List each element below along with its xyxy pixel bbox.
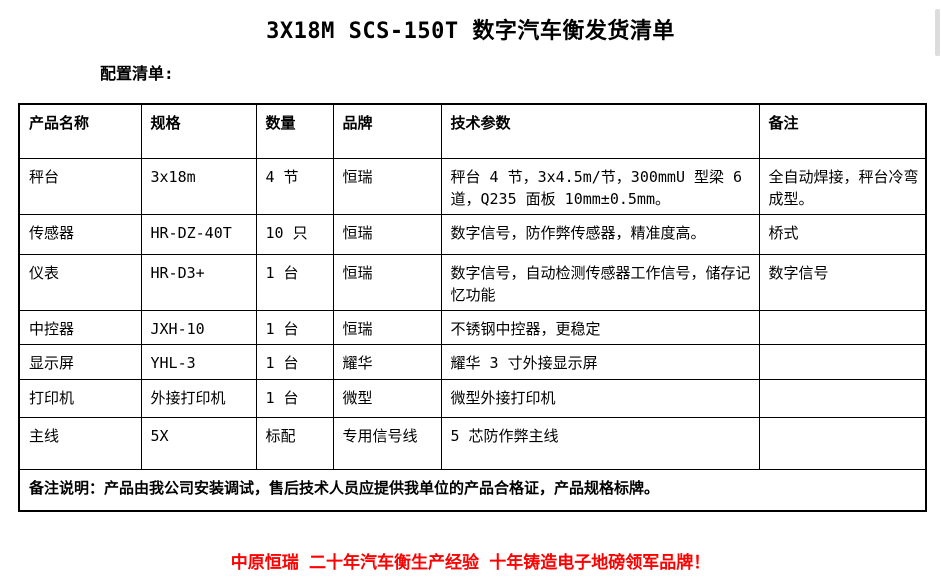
config-table: 产品名称 规格 数量 品牌 技术参数 备注 秤台 3x18m 4 节 恒瑞 秤台…	[18, 103, 927, 512]
table-cell-spec: JXH-10	[140, 309, 257, 345]
table-cell-remarks	[758, 343, 927, 380]
table-cell-tech-params: 耀华 3 寸外接显示屏	[440, 343, 760, 380]
col-header-product-name: 产品名称	[18, 103, 142, 159]
table-cell-remarks: 数字信号	[758, 253, 927, 311]
table-cell-tech-params: 不锈钢中控器，更稳定	[440, 309, 760, 345]
table-cell-remarks	[758, 378, 927, 418]
table-row: 仪表 HR-D3+ 1 台 恒瑞 数字信号，自动检测传感器工作信号，储存记忆功能…	[18, 253, 927, 311]
table-cell-brand: 恒瑞	[332, 213, 442, 255]
table-cell-tech-params: 5 芯防作弊主线	[440, 416, 760, 470]
table-cell-product-name: 仪表	[18, 253, 142, 311]
table-cell-brand: 恒瑞	[332, 253, 442, 311]
table-cell-quantity: 1 台	[255, 309, 334, 345]
table-cell-quantity: 1 台	[255, 378, 334, 418]
table-cell-product-name: 中控器	[18, 309, 142, 345]
table-cell-quantity: 标配	[255, 416, 334, 470]
table-cell-quantity: 10 只	[255, 213, 334, 255]
table-cell-spec: 5X	[140, 416, 257, 470]
col-header-spec: 规格	[140, 103, 257, 159]
table-cell-spec: 3x18m	[140, 157, 257, 215]
table-cell-brand: 微型	[332, 378, 442, 418]
vertical-scrollbar[interactable]	[934, 0, 941, 586]
table-cell-brand: 专用信号线	[332, 416, 442, 470]
table-cell-brand: 恒瑞	[332, 309, 442, 345]
table-cell-product-name: 传感器	[18, 213, 142, 255]
table-header-row: 产品名称 规格 数量 品牌 技术参数 备注	[18, 103, 927, 159]
col-header-tech-params: 技术参数	[440, 103, 760, 159]
table-cell-product-name: 显示屏	[18, 343, 142, 380]
table-row: 传感器 HR-DZ-40T 10 只 恒瑞 数字信号，防作弊传感器，精准度高。 …	[18, 213, 927, 255]
table-cell-quantity: 4 节	[255, 157, 334, 215]
table-cell-spec: HR-D3+	[140, 253, 257, 311]
col-header-brand: 品牌	[332, 103, 442, 159]
table-cell-remarks	[758, 309, 927, 345]
table-row: 打印机 外接打印机 1 台 微型 微型外接打印机	[18, 378, 927, 418]
config-list-label: 配置清单:	[100, 64, 174, 83]
table-cell-remarks: 全自动焊接，秤台冷弯成型。	[758, 157, 927, 215]
table-cell-product-name: 主线	[18, 416, 142, 470]
table-cell-spec: 外接打印机	[140, 378, 257, 418]
table-cell-tech-params: 秤台 4 节，3x4.5m/节，300mmU 型梁 6 道，Q235 面板 10…	[440, 157, 760, 215]
table-cell-tech-params: 微型外接打印机	[440, 378, 760, 418]
table-row: 秤台 3x18m 4 节 恒瑞 秤台 4 节，3x4.5m/节，300mmU 型…	[18, 157, 927, 215]
col-header-quantity: 数量	[255, 103, 334, 159]
table-cell-quantity: 1 台	[255, 253, 334, 311]
col-header-remarks: 备注	[758, 103, 927, 159]
table-cell-remarks: 桥式	[758, 213, 927, 255]
table-cell-brand: 恒瑞	[332, 157, 442, 215]
table-row: 显示屏 YHL-3 1 台 耀华 耀华 3 寸外接显示屏	[18, 343, 927, 380]
table-cell-tech-params: 数字信号，防作弊传感器，精准度高。	[440, 213, 760, 255]
table-cell-spec: HR-DZ-40T	[140, 213, 257, 255]
table-cell-brand: 耀华	[332, 343, 442, 380]
page-title: 3X18M SCS-150T 数字汽车衡发货清单	[266, 19, 675, 44]
table-row: 中控器 JXH-10 1 台 恒瑞 不锈钢中控器，更稳定	[18, 309, 927, 345]
table-row: 主线 5X 标配 专用信号线 5 芯防作弊主线	[18, 416, 927, 470]
scrollbar-thumb[interactable]	[935, 9, 940, 56]
table-cell-quantity: 1 台	[255, 343, 334, 380]
table-cell-remarks	[758, 416, 927, 470]
table-cell-product-name: 打印机	[18, 378, 142, 418]
table-cell-product-name: 秤台	[18, 157, 142, 215]
footer-slogan: 中原恒瑞 二十年汽车衡生产经验 十年铸造电子地磅领军品牌！	[230, 553, 711, 573]
note-row: 备注说明：产品由我公司安装调试，售后技术人员应提供我单位的产品合格证，产品规格标…	[18, 468, 927, 512]
table-cell-tech-params: 数字信号，自动检测传感器工作信号，储存记忆功能	[440, 253, 760, 311]
note-text: 备注说明：产品由我公司安装调试，售后技术人员应提供我单位的产品合格证，产品规格标…	[18, 468, 927, 512]
table-cell-spec: YHL-3	[140, 343, 257, 380]
